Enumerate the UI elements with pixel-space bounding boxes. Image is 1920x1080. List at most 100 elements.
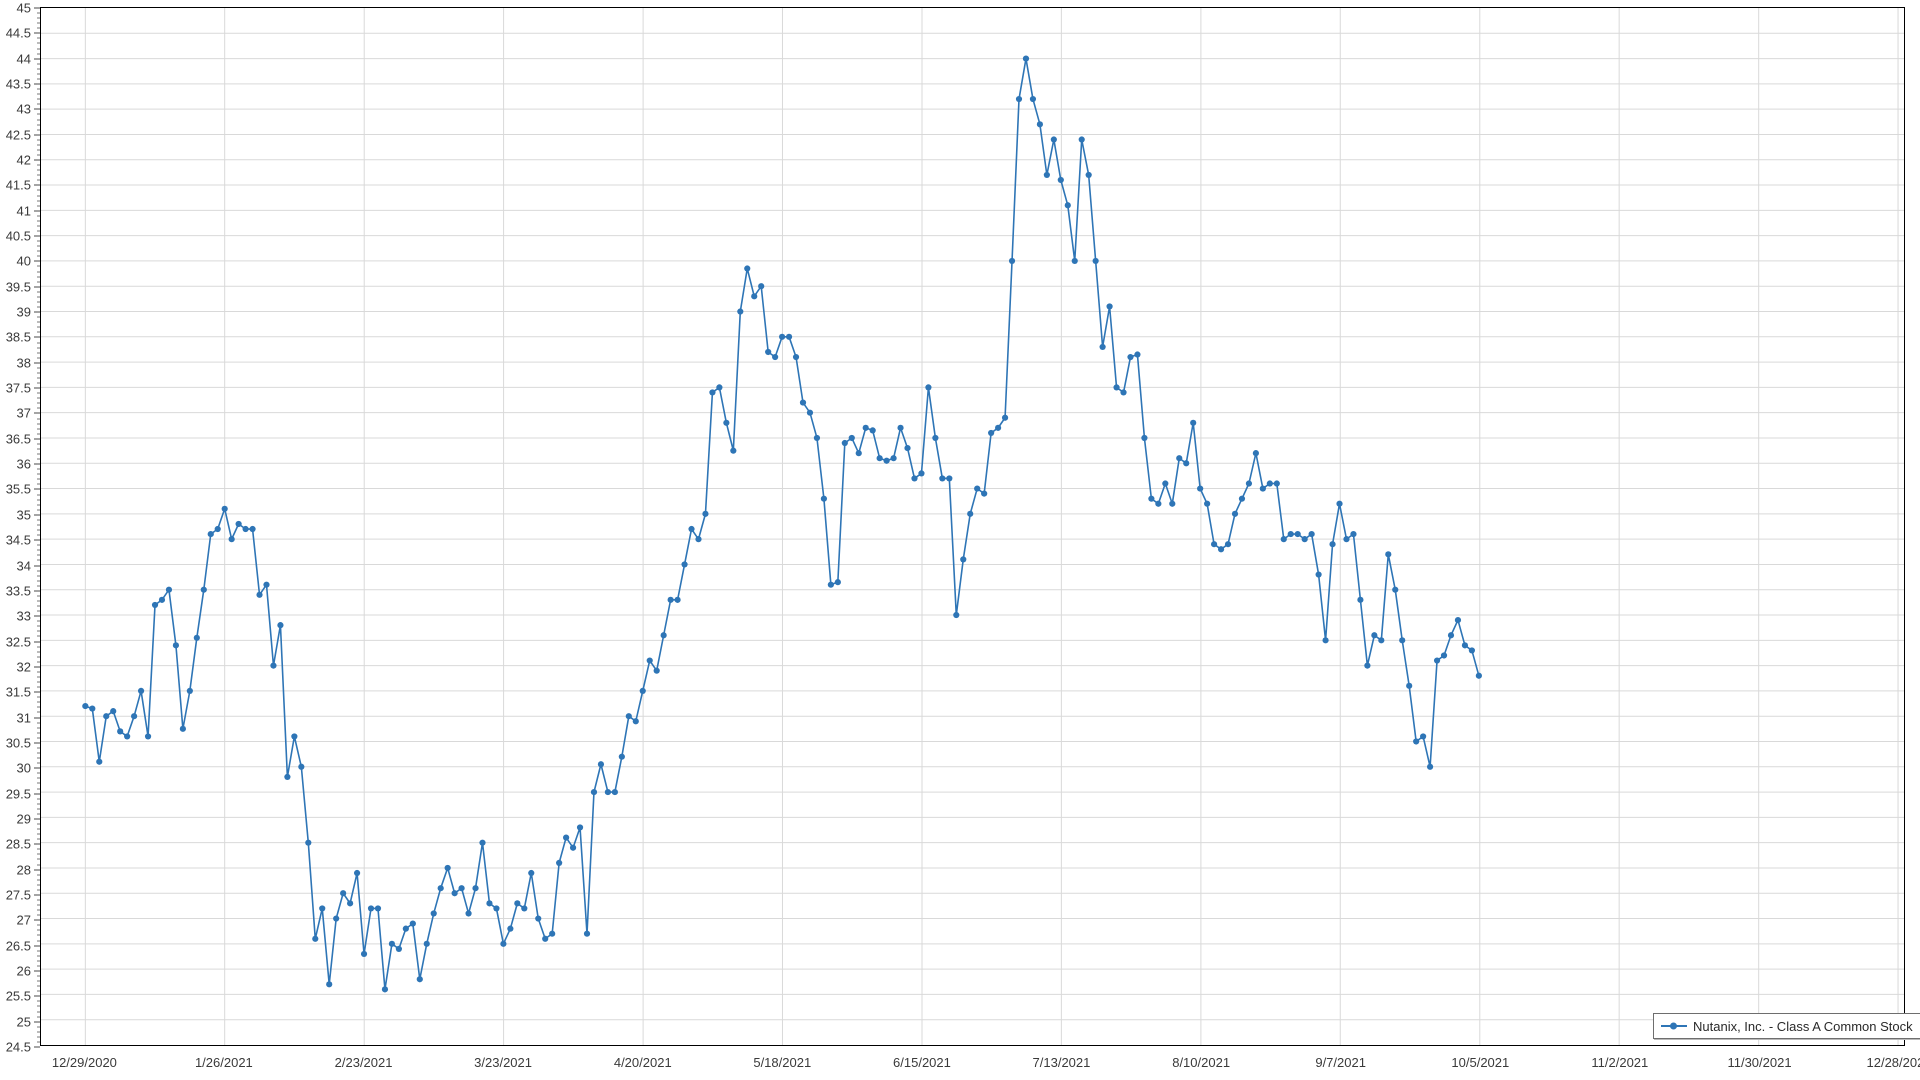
data-point-marker[interactable] [876,455,883,462]
data-point-marker[interactable] [82,702,89,710]
data-point-marker[interactable] [883,457,890,464]
data-point-marker[interactable] [165,586,173,593]
data-point-marker[interactable] [256,591,263,598]
data-point-marker[interactable] [723,419,730,426]
data-point-marker[interactable] [200,586,207,593]
data-point-marker[interactable] [131,713,138,720]
data-point-marker[interactable] [981,490,988,497]
data-point-marker[interactable] [298,763,305,770]
data-point-marker[interactable] [214,525,221,533]
data-point-marker[interactable] [1022,55,1030,62]
data-point-marker[interactable] [263,581,270,588]
data-point-marker[interactable] [974,485,981,492]
data-point-marker[interactable] [625,713,632,720]
data-point-marker[interactable] [1162,480,1169,487]
data-point-marker[interactable] [347,900,354,907]
data-point-marker[interactable] [493,905,500,912]
data-point-marker[interactable] [1106,303,1113,310]
data-point-marker[interactable] [848,434,855,442]
data-point-marker[interactable] [207,530,214,538]
data-point-marker[interactable] [507,925,514,932]
data-point-marker[interactable] [960,556,967,563]
data-point-marker[interactable] [953,611,960,619]
data-point-marker[interactable] [1190,419,1197,426]
data-point-marker[interactable] [395,945,402,952]
data-point-marker[interactable] [604,788,612,796]
data-point-marker[interactable] [1475,672,1482,679]
data-point-marker[interactable] [688,525,695,533]
data-point-marker[interactable] [486,900,493,907]
data-point-marker[interactable] [813,434,821,442]
data-point-marker[interactable] [1245,480,1253,487]
data-point-marker[interactable] [681,561,688,568]
data-point-marker[interactable] [402,925,409,932]
data-point-marker[interactable] [911,475,918,482]
data-point-marker[interactable] [1148,495,1155,502]
data-point-marker[interactable] [535,915,542,922]
data-point-marker[interactable] [583,930,591,937]
data-point-marker[interactable] [988,429,995,437]
data-point-marker[interactable] [158,596,166,603]
data-point-marker[interactable] [1071,257,1078,265]
data-point-marker[interactable] [458,885,465,892]
data-point-marker[interactable] [737,308,744,315]
data-point-marker[interactable] [451,890,458,897]
data-point-marker[interactable] [995,424,1002,431]
data-point-marker[interactable] [465,910,472,917]
data-point-marker[interactable] [277,622,284,629]
data-point-marker[interactable] [1204,500,1211,507]
data-point-marker[interactable] [1197,485,1204,492]
data-point-marker[interactable] [542,935,549,942]
data-point-marker[interactable] [367,905,375,912]
data-point-marker[interactable] [590,788,598,796]
data-point-marker[interactable] [1169,500,1176,507]
data-point-marker[interactable] [799,399,807,406]
data-point-marker[interactable] [479,839,486,846]
data-point-marker[interactable] [353,869,361,877]
data-point-marker[interactable] [1036,121,1044,128]
data-point-marker[interactable] [1057,176,1064,184]
data-point-marker[interactable] [1385,551,1392,558]
data-point-marker[interactable] [1461,642,1469,649]
data-point-marker[interactable] [360,950,368,958]
data-point-marker[interactable] [423,940,430,947]
data-point-marker[interactable] [779,333,786,340]
data-point-marker[interactable] [1426,763,1434,770]
data-point-marker[interactable] [716,384,723,391]
data-point-marker[interactable] [1406,682,1413,689]
data-point-marker[interactable] [1064,202,1071,209]
data-point-marker[interactable] [1008,257,1016,265]
data-point-marker[interactable] [319,905,326,912]
data-point-marker[interactable] [1210,541,1218,548]
data-point-marker[interactable] [521,905,528,912]
data-point-marker[interactable] [1399,637,1406,644]
chart-legend[interactable]: Nutanix, Inc. - Class A Common Stock [1653,1013,1920,1039]
data-point-marker[interactable] [869,427,876,434]
data-point-marker[interactable] [563,834,570,841]
data-point-marker[interactable] [946,475,953,482]
data-point-marker[interactable] [1273,480,1280,487]
data-point-marker[interactable] [1315,571,1322,578]
data-point-marker[interactable] [1259,485,1266,492]
data-point-marker[interactable] [1127,353,1134,361]
data-point-marker[interactable] [765,348,772,356]
data-point-marker[interactable] [904,444,911,452]
data-point-marker[interactable] [841,439,848,447]
data-point-marker[interactable] [1217,546,1225,553]
data-point-marker[interactable] [1043,171,1050,179]
data-point-marker[interactable] [1468,647,1475,654]
data-point-marker[interactable] [660,632,667,639]
data-point-marker[interactable] [528,869,535,877]
data-point-marker[interactable] [597,761,605,768]
data-point-marker[interactable] [1413,738,1420,745]
data-point-marker[interactable] [1085,171,1092,179]
data-point-marker[interactable] [193,634,200,641]
series-line-nutanix[interactable] [41,8,1904,1045]
data-point-marker[interactable] [806,409,814,416]
data-point-marker[interactable] [1238,495,1246,502]
data-point-marker[interactable] [1141,434,1148,442]
data-point-marker[interactable] [1029,95,1037,103]
data-point-marker[interactable] [1078,136,1085,143]
data-point-marker[interactable] [151,601,159,609]
data-point-marker[interactable] [333,915,340,922]
